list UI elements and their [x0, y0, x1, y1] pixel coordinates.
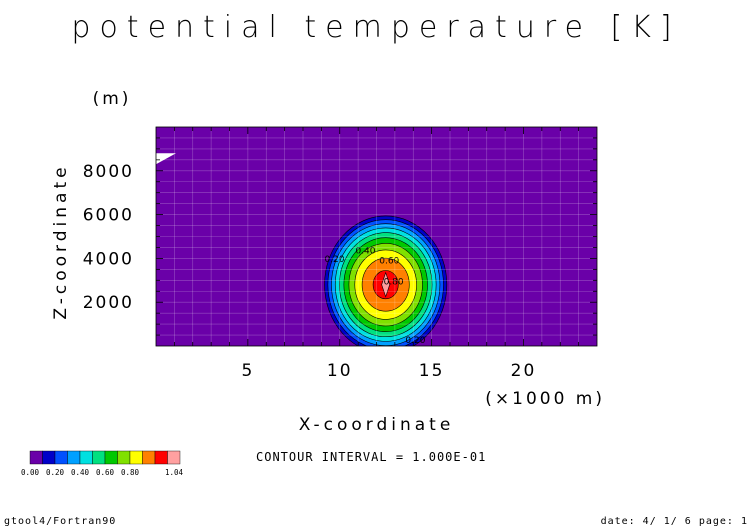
- contour-label: 0.20: [405, 336, 425, 346]
- contour-label: 0.20: [324, 255, 344, 265]
- colorbar-swatch: [67, 450, 81, 465]
- colorbar-swatch: [117, 450, 131, 465]
- colorbar-label: 1.04: [165, 468, 184, 477]
- colorbar-swatch: [142, 450, 156, 465]
- x-axis-unit: (×1000 m): [485, 389, 605, 409]
- missing-data-patch: [156, 153, 176, 165]
- footer-software-label: gtool4/Fortran90: [4, 516, 117, 527]
- colorbar-swatch: [167, 450, 181, 465]
- colorbar-swatch: [42, 450, 56, 465]
- z-tick-label: 2000: [83, 293, 134, 313]
- contour-label: 0.60: [379, 257, 399, 267]
- x-tick-label: 15: [419, 361, 445, 381]
- colorbar-label: 0.00: [21, 468, 40, 477]
- x-tick-label: 10: [327, 361, 353, 381]
- colorbar-swatch: [54, 450, 68, 465]
- z-axis-label: Z-coordinate: [51, 163, 71, 319]
- colorbar-label: 0.20: [46, 468, 65, 477]
- z-axis-unit: (m): [93, 89, 132, 109]
- footer-date-page: date: 4/ 1/ 6 page: 1: [600, 516, 748, 527]
- grid-lines: [156, 127, 597, 346]
- colorbar-swatch: [104, 450, 118, 465]
- z-tick-label: 8000: [83, 162, 134, 182]
- contour-fill-group: 0.20 0.40 0.60 0.80 0.20: [156, 153, 448, 346]
- x-tick-label: 20: [511, 361, 537, 381]
- colorbar-label: 0.80: [121, 468, 140, 477]
- x-axis-label: X-coordinate: [299, 415, 455, 435]
- colorbar-swatch: [154, 450, 168, 465]
- contour-label: 0.80: [384, 278, 404, 288]
- chart-title: potential temperature [K]: [71, 10, 681, 45]
- colorbar-swatch: [29, 450, 43, 465]
- colorbar-swatch: [92, 450, 106, 465]
- z-tick-label: 6000: [83, 206, 134, 226]
- x-tick-label: 5: [241, 361, 254, 381]
- contour-label: 0.40: [355, 246, 375, 256]
- colorbar-swatch: [79, 450, 93, 465]
- z-tick-label: 4000: [83, 249, 134, 269]
- contour-peak: [381, 271, 391, 298]
- colorbar-label: 0.60: [96, 468, 115, 477]
- contour-interval-text: CONTOUR INTERVAL = 1.000E-01: [256, 450, 487, 464]
- colorbar-swatch: [129, 450, 143, 465]
- colorbar-label: 0.40: [71, 468, 90, 477]
